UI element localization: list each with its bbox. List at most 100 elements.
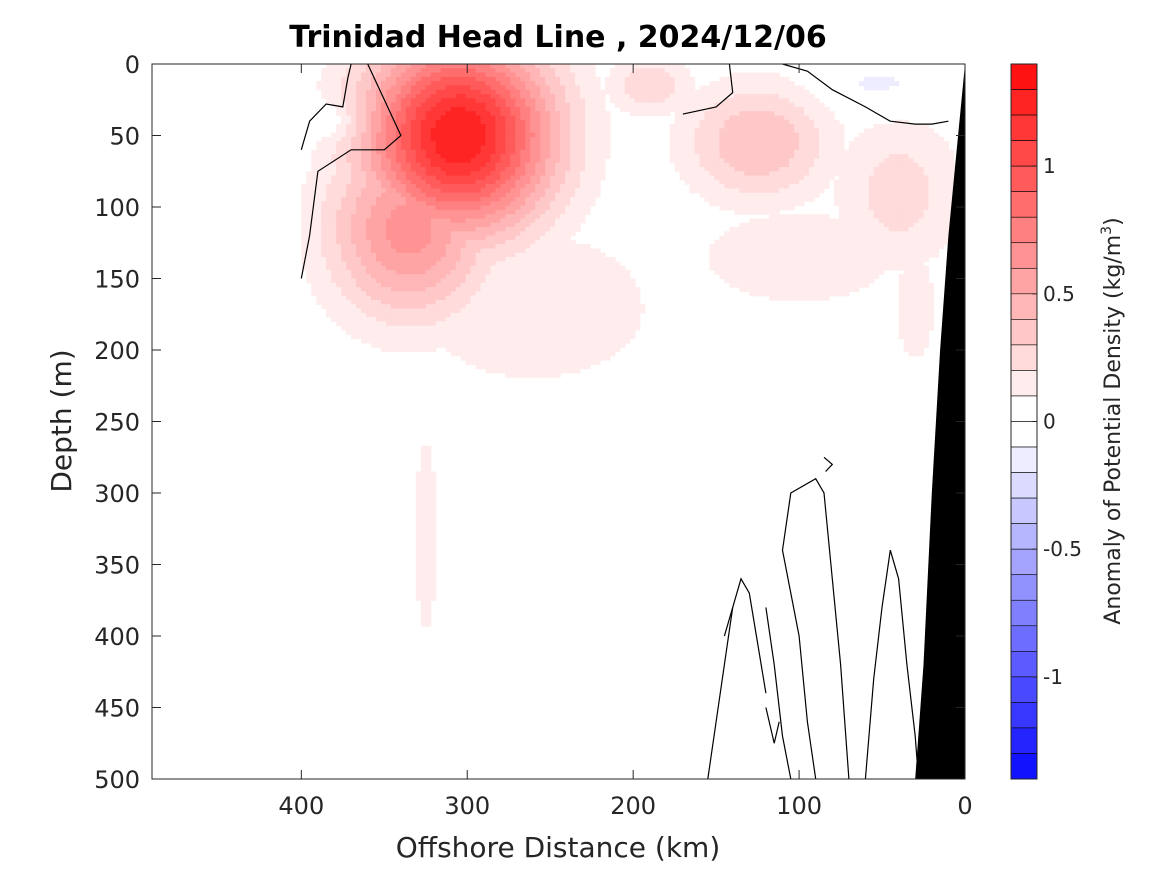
anomaly-cell: [515, 299, 521, 305]
anomaly-cell: [336, 94, 342, 99]
anomaly-cell: [356, 205, 362, 211]
anomaly-cell: [724, 158, 730, 164]
anomaly-cell: [724, 94, 730, 99]
anomaly-cell: [455, 68, 462, 74]
anomaly-cell: [565, 261, 571, 267]
anomaly-cell: [575, 128, 581, 134]
anomaly-cell: [595, 347, 601, 353]
anomaly-cell: [639, 308, 646, 314]
anomaly-cell: [644, 68, 651, 74]
anomaly-cell: [485, 351, 492, 357]
anomaly-cell: [575, 205, 581, 211]
anomaly-cell: [430, 347, 437, 353]
anomaly-cell: [425, 214, 432, 220]
anomaly-cell: [420, 115, 427, 121]
anomaly-cell: [445, 188, 452, 194]
anomaly-cell: [485, 98, 492, 104]
anomaly-cell: [565, 274, 571, 280]
anomaly-cell: [445, 342, 452, 348]
anomaly-cell: [450, 351, 457, 357]
anomaly-cell: [520, 141, 526, 147]
anomaly-cell: [599, 338, 606, 344]
anomaly-cell: [649, 102, 656, 108]
anomaly-cell: [639, 76, 646, 82]
anomaly-cell: [410, 136, 417, 142]
anomaly-cell: [425, 287, 432, 292]
anomaly-cell: [455, 304, 462, 310]
anomaly-cell: [614, 338, 621, 344]
anomaly-cell: [619, 68, 626, 74]
anomaly-cell: [445, 76, 452, 82]
anomaly-cell: [440, 295, 447, 301]
anomaly-cell: [465, 321, 472, 327]
anomaly-cell: [400, 89, 407, 95]
anomaly-cell: [520, 252, 526, 258]
anomaly-cell: [326, 252, 332, 258]
anomaly-cell: [585, 338, 591, 344]
anomaly-cell: [560, 76, 566, 82]
anomaly-cell: [455, 81, 462, 87]
anomaly-cell: [326, 269, 332, 275]
anomaly-cell: [485, 196, 492, 202]
anomaly-cell: [515, 188, 521, 194]
anomaly-cell: [560, 132, 566, 138]
anomaly-cell: [440, 184, 447, 190]
anomaly-cell: [430, 523, 437, 528]
anomaly-cell: [505, 368, 511, 374]
anomaly-cell: [321, 81, 327, 87]
anomaly-cell: [550, 128, 556, 134]
anomaly-cell: [739, 132, 745, 138]
anomaly-cell: [385, 89, 392, 95]
anomaly-cell: [490, 141, 497, 147]
anomaly-cell: [624, 325, 631, 331]
anomaly-cell: [430, 334, 437, 340]
anomaly-cell: [540, 274, 546, 280]
anomaly-cell: [749, 98, 755, 104]
anomaly-cell: [390, 257, 397, 262]
anomaly-cell: [505, 360, 511, 365]
anomaly-cell: [375, 299, 382, 305]
anomaly-cell: [485, 248, 492, 254]
anomaly-cell: [709, 81, 716, 87]
anomaly-cell: [515, 81, 521, 87]
anomaly-cell: [326, 265, 332, 271]
anomaly-cell: [331, 205, 337, 211]
anomaly-cell: [470, 184, 477, 190]
anomaly-cell: [375, 72, 382, 78]
anomaly-cell: [425, 248, 432, 254]
anomaly-cell: [460, 325, 467, 331]
anomaly-cell: [430, 574, 437, 580]
anomaly-cell: [520, 106, 526, 112]
anomaly-cell: [520, 265, 526, 271]
anomaly-cell: [704, 85, 711, 91]
anomaly-cell: [311, 162, 317, 168]
anomaly-cell: [525, 227, 531, 232]
anomaly-cell: [540, 89, 546, 95]
anomaly-cell: [405, 342, 412, 348]
anomaly-cell: [555, 244, 561, 250]
anomaly-cell: [475, 287, 482, 292]
anomaly-cell: [480, 282, 487, 288]
anomaly-cell: [311, 179, 317, 185]
anomaly-cell: [375, 162, 382, 168]
anomaly-cell: [366, 227, 372, 232]
anomaly-cell: [475, 145, 482, 151]
anomaly-cell: [425, 548, 432, 554]
anomaly-cell: [415, 196, 422, 202]
anomaly-cell: [410, 106, 417, 112]
anomaly-cell: [550, 205, 556, 211]
anomaly-cell: [525, 175, 531, 181]
anomaly-cell: [361, 132, 367, 138]
anomaly-cell: [326, 158, 332, 164]
anomaly-cell: [540, 317, 546, 322]
anomaly-cell: [550, 64, 556, 69]
anomaly-cell: [380, 72, 387, 78]
anomaly-cell: [599, 317, 606, 322]
anomaly-cell: [351, 141, 357, 147]
anomaly-cell: [321, 94, 327, 99]
anomaly-cell: [400, 102, 407, 108]
anomaly-cell: [540, 269, 546, 275]
anomaly-cell: [599, 282, 606, 288]
anomaly-cell: [465, 162, 472, 168]
anomaly-cell: [719, 115, 726, 121]
